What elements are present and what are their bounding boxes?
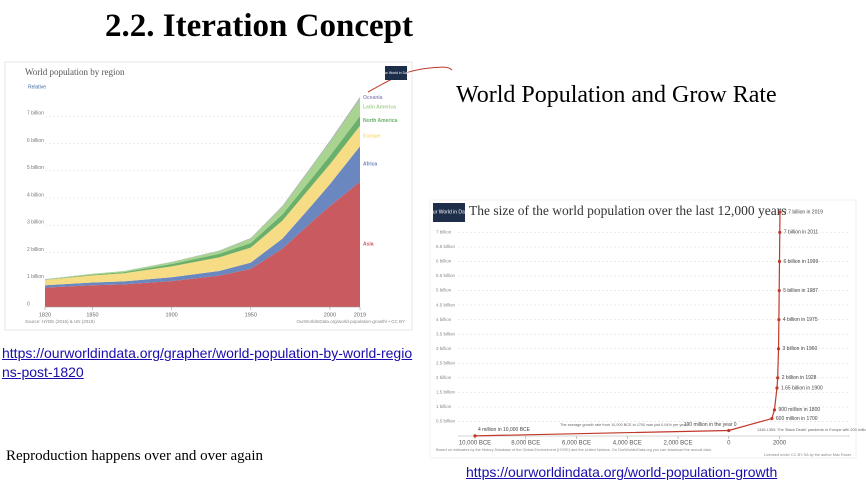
point xyxy=(776,376,780,380)
point xyxy=(775,386,779,390)
y-tick-label: 1 billion xyxy=(27,274,44,280)
point xyxy=(770,416,774,421)
y-tick-label: 3 billion xyxy=(27,220,44,226)
x-tick-label: 1850 xyxy=(86,312,98,318)
point xyxy=(778,210,782,214)
point xyxy=(777,259,782,264)
point xyxy=(473,434,477,438)
point xyxy=(772,408,777,412)
y-tick-label: 2.5 billion xyxy=(436,360,456,365)
logo: Our World in Data xyxy=(429,209,469,215)
series-label: Asia xyxy=(363,242,374,248)
y-tick-label: 5.5 billion xyxy=(436,273,456,278)
logo-box xyxy=(385,66,407,80)
y-tick-label: 4 billion xyxy=(436,317,452,322)
point-label: 7.7 billion in 2019 xyxy=(784,209,823,215)
x-tick-label: 10,000 BCE xyxy=(459,441,491,447)
area xyxy=(45,115,360,281)
point-label: 600 million in 1700 xyxy=(776,416,818,422)
x-tick-label: 4,000 BCE xyxy=(613,441,642,447)
area xyxy=(45,98,360,280)
x-tick-label: 1820 xyxy=(39,312,51,318)
y-tick-label: 4 billion xyxy=(27,192,44,198)
point-label: 4 million in 10,000 BCE xyxy=(478,427,531,433)
point-label: 6 billion in 1999 xyxy=(783,259,818,265)
logo-box xyxy=(433,203,465,222)
y-tick-label: 1 billion xyxy=(436,404,452,409)
series-label: North America xyxy=(363,118,397,124)
series-label: Latin America xyxy=(363,104,396,110)
caption: Reproduction happens over and over again xyxy=(6,448,263,464)
y-tick-label: 2 billion xyxy=(27,247,44,253)
y-tick-label: 0.5 billion xyxy=(436,419,456,424)
y-tick-label: 7 billion xyxy=(436,230,452,235)
point-label: 1.65 billion in 1900 xyxy=(781,385,823,391)
y-tick-label: 3 billion xyxy=(436,346,452,351)
point xyxy=(727,428,731,433)
link[interactable]: https://ourworldindata.org/grapher/world… xyxy=(2,345,413,380)
point-label: 2 billion in 1928 xyxy=(782,375,817,381)
x-tick-label: 2,000 BCE xyxy=(663,441,692,447)
y-tick-label: 6 billion xyxy=(436,259,452,264)
connector xyxy=(367,66,453,93)
y-tick-label: 4.5 billion xyxy=(436,302,456,307)
point xyxy=(777,288,781,293)
link[interactable]: https://ourworldindata.org/world-populat… xyxy=(466,464,778,480)
panel xyxy=(429,199,857,459)
point-label: 900 million in 1800 xyxy=(778,407,820,413)
x-tick-label: 6,000 BCE xyxy=(562,441,591,447)
point xyxy=(777,318,781,322)
y-tick-label: 7 billion xyxy=(27,111,44,117)
x-tick-label: 2000 xyxy=(773,441,787,447)
point-label: 7 billion in 2011 xyxy=(784,230,819,236)
x-tick-label: 1950 xyxy=(245,312,257,318)
x-tick-label: 1900 xyxy=(166,312,178,318)
source: Source: HYDE (2016) & UN (2019) xyxy=(25,319,95,324)
y-tick-label: 0 xyxy=(27,301,30,307)
toggle: Relative xyxy=(28,84,46,90)
series-label: Oceania xyxy=(363,95,383,101)
x-tick-label: 8,000 BCE xyxy=(511,441,540,447)
point-label: 190 million in the year 0 xyxy=(684,422,737,428)
area xyxy=(45,125,360,286)
x-tick-label: 2019 xyxy=(354,312,366,318)
slide-title: 2.2. Iteration Concept xyxy=(105,8,413,44)
line xyxy=(474,211,781,437)
point-label: 3 billion in 1960 xyxy=(783,346,818,352)
point xyxy=(778,230,782,234)
chart-title: The size of the world population over th… xyxy=(469,203,787,218)
point-label: 4 billion in 1975 xyxy=(783,317,818,323)
point-label: 5 billion in 1987 xyxy=(783,288,818,294)
source: Based on estimates by the History Databa… xyxy=(436,448,712,452)
y-tick-label: 5 billion xyxy=(436,288,452,293)
y-tick-label: 6.5 billion xyxy=(436,244,456,249)
note: 1346-1353: The 'Black Death' pandemic in… xyxy=(757,428,866,432)
chart-title: World population by region xyxy=(25,67,125,77)
credit: Licensed under CC-BY-SA by the author Ma… xyxy=(764,453,852,457)
y-tick-label: 3.5 billion xyxy=(436,331,456,336)
x-tick-label: 0 xyxy=(727,441,731,447)
y-tick-label: 2 billion xyxy=(436,375,452,380)
area xyxy=(45,181,360,307)
credit: OurWorldInData.org/world-population-grow… xyxy=(296,319,405,324)
series-label: Europe xyxy=(363,133,380,139)
slide-subtitle: World Population and Grow Rate xyxy=(456,82,777,108)
y-tick-label: 5 billion xyxy=(27,165,44,171)
x-tick-label: 2000 xyxy=(324,312,336,318)
point xyxy=(776,347,781,351)
y-tick-label: 1.5 billion xyxy=(436,390,456,395)
series-label: Africa xyxy=(363,161,377,167)
logo: Our World in Data xyxy=(382,71,410,75)
note: The average growth rate from 10,000 BCE … xyxy=(560,423,688,427)
y-tick-label: 6 billion xyxy=(27,138,44,144)
